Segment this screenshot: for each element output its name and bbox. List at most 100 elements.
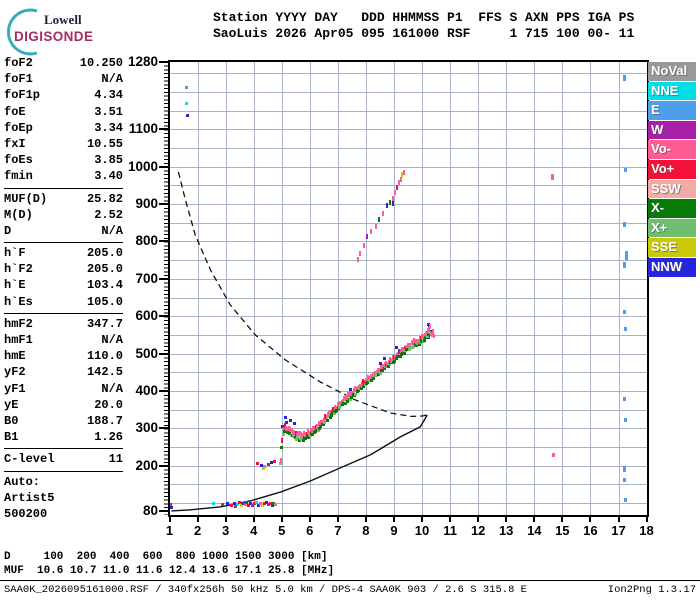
echo-dot — [375, 369, 378, 375]
echo-dot — [238, 501, 242, 505]
echo-dot — [306, 429, 309, 434]
echo-dot — [283, 415, 287, 419]
h-gridline — [169, 148, 647, 149]
echo-dot — [320, 420, 323, 426]
echo-dot — [326, 418, 329, 422]
y-axis-label: 1100 — [128, 121, 158, 137]
echo-dot — [256, 461, 260, 465]
legend-item: E — [648, 101, 696, 120]
x-axis-label: 18 — [639, 523, 654, 538]
echo-dot — [308, 430, 311, 436]
param-row: foEp 3.34 — [4, 120, 123, 136]
muf-distance-table: D 100 200 400 600 800 1000 1500 3000 [km… — [4, 551, 334, 578]
echo-dot — [292, 431, 294, 437]
y-axis-label: 200 — [135, 457, 158, 473]
echo-dot — [235, 502, 239, 506]
echo-dot — [348, 390, 351, 396]
echo-dot — [551, 174, 554, 181]
echo-dot — [357, 389, 360, 393]
param-label: yF1 — [4, 381, 26, 396]
echo-dot — [328, 416, 332, 420]
echo-dot — [338, 405, 342, 409]
echo-dot — [317, 427, 321, 431]
echo-dot — [393, 359, 397, 363]
echo-dot — [255, 501, 258, 505]
param-label: yE — [4, 397, 19, 412]
param-row: fmin 3.40 — [4, 168, 123, 184]
section-divider — [4, 312, 123, 314]
echo-dot — [424, 333, 426, 339]
param-value: 10.55 — [86, 136, 123, 151]
param-value: 188.7 — [86, 413, 123, 428]
echo-dot — [378, 368, 381, 374]
echo-dot — [410, 339, 413, 345]
param-value: N/A — [101, 381, 123, 396]
echo-dot — [289, 418, 293, 422]
header-info-line1: Station YYYY DAY DDD HHMMSS P1 FFS S AXN… — [213, 10, 635, 25]
echo-dot — [251, 504, 255, 508]
echo-dot — [305, 432, 308, 437]
echo-dot — [376, 368, 379, 374]
echo-dot — [252, 502, 256, 506]
echo-dot — [285, 425, 288, 431]
y-major-tick — [159, 61, 169, 63]
echo-dot — [317, 421, 320, 427]
echo-dot — [297, 438, 301, 442]
param-row: 500200 — [4, 506, 123, 522]
echo-dot — [392, 195, 395, 201]
param-row: foE 3.51 — [4, 104, 123, 120]
echo-dot — [382, 356, 386, 360]
param-value: 1.26 — [94, 430, 123, 445]
echo-dot — [185, 85, 189, 89]
echo-dot — [344, 394, 347, 400]
x-axis-tick — [252, 517, 255, 522]
muf-table-row: D 100 200 400 600 800 1000 1500 3000 [km… — [4, 551, 328, 563]
y-axis-minor-ticks — [163, 62, 170, 515]
y-major-tick — [159, 240, 169, 243]
param-row: hmF1 N/A — [4, 332, 123, 348]
echo-dot — [386, 361, 389, 367]
echo-dot — [359, 386, 363, 390]
echo-dot — [186, 114, 190, 118]
echo-dot — [428, 327, 431, 333]
x-axis-tick — [364, 517, 367, 522]
echo-dot — [623, 397, 627, 402]
echo-dot — [389, 357, 391, 363]
echo-dot — [279, 457, 282, 463]
echo-dot — [337, 403, 340, 409]
echo-dot — [623, 477, 627, 482]
header-info-line2: SaoLuis 2026 Apr05 095 161000 RSF 1 715 … — [213, 26, 635, 41]
x-axis-tick — [617, 517, 620, 522]
echo-dot — [382, 363, 385, 369]
y-axis-label: 300 — [135, 420, 158, 436]
lowell-digisonde-logo: Lowell DIGISONDE — [4, 4, 124, 56]
echo-dot — [294, 431, 297, 437]
y-axis-label: 900 — [135, 196, 158, 211]
echo-dot — [408, 348, 412, 352]
echo-dot — [232, 502, 236, 505]
echo-dot — [347, 392, 350, 398]
echo-dot — [319, 420, 321, 426]
h-gridline — [169, 185, 647, 187]
y-axis-label: 1280 — [127, 54, 158, 69]
echo-dot — [370, 229, 372, 235]
echo-dot — [396, 184, 399, 190]
v-gridline — [422, 62, 423, 515]
echo-dot — [622, 74, 626, 81]
echo-dot — [321, 419, 324, 425]
echo-dot — [378, 371, 382, 375]
echo-dot — [371, 376, 375, 380]
echo-dot — [323, 420, 327, 424]
y-major-tick — [159, 277, 169, 280]
param-row: hmE 110.0 — [4, 348, 123, 364]
h-gridline — [169, 260, 647, 262]
echo-dot — [341, 398, 344, 404]
echo-dot — [256, 503, 260, 507]
echo-dot — [316, 423, 319, 429]
param-row: M(D) 2.52 — [4, 207, 123, 223]
echo-dot — [266, 503, 270, 507]
echo-dot — [290, 428, 293, 434]
echo-dot — [385, 361, 387, 367]
echo-dot — [418, 335, 421, 341]
